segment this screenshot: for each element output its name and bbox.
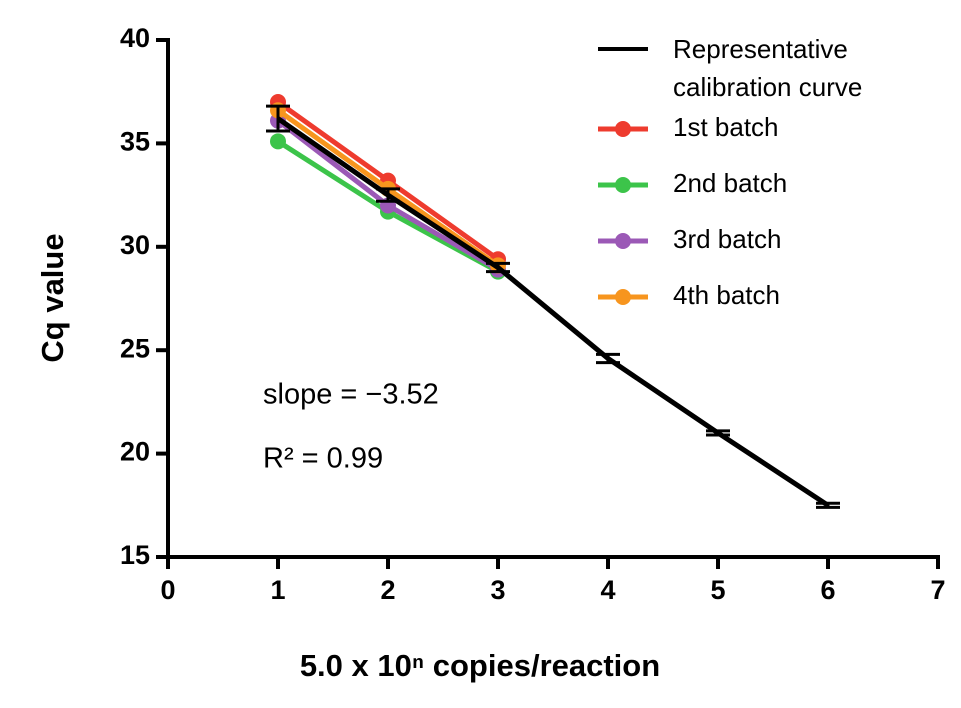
legend-marker [615,121,631,137]
series-line [276,116,830,508]
x-tick-label: 4 [600,575,615,605]
x-axis-label: 5.0 x 10ⁿ copies/reaction [300,648,660,683]
y-tick-label: 25 [120,333,150,363]
y-tick-label: 20 [120,437,150,467]
y-tick-label: 35 [120,127,150,157]
point [270,133,286,150]
annotation: R² = 0.99 [263,443,383,475]
legend-label: 2nd batch [673,168,787,198]
x-tick-label: 6 [820,575,835,605]
y-tick-label: 40 [120,23,150,53]
x-tick-label: 2 [380,575,395,605]
x-tick-label: 1 [270,575,285,605]
legend-marker [615,233,631,249]
y-tick-label: 30 [120,230,150,260]
legend-marker [615,177,631,193]
legend-marker [615,289,631,305]
y-axis-label: Cq value [35,233,70,362]
x-tick-label: 3 [490,575,505,605]
legend-label: Representative calibration curve [673,34,863,102]
legend-label: 4th batch [673,280,780,310]
legend-label: 1st batch [673,112,779,142]
x-tick-label: 0 [160,575,175,605]
x-tick-label: 7 [930,575,945,605]
legend-label: 3rd batch [673,224,781,254]
y-tick-label: 15 [120,540,150,570]
annotation: slope = −3.52 [263,379,439,411]
x-tick-label: 5 [710,575,725,605]
